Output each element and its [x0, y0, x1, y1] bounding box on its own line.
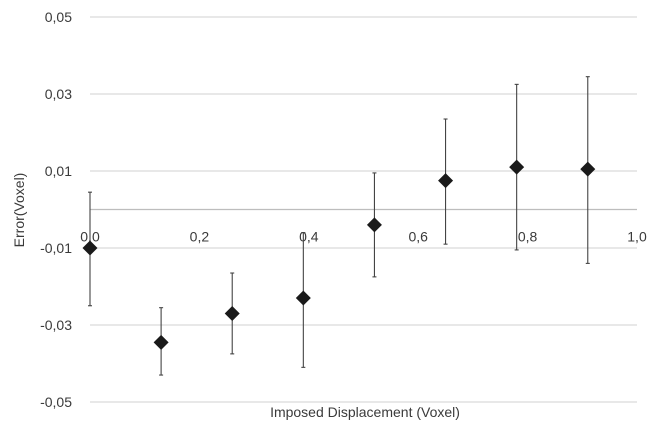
- gridlines: [90, 16, 637, 403]
- data-point-1: [153, 334, 169, 350]
- y-axis-title: Error(Voxel): [11, 173, 27, 248]
- data-point-7: [580, 161, 596, 177]
- data-point-0: [82, 240, 98, 256]
- error-bars: [88, 76, 590, 376]
- x-tick-labels: 0,0 0,2 0,4 0,6 0,8 1,0: [80, 229, 647, 245]
- data-point-3: [295, 290, 311, 306]
- x-tick-label: 1,0: [627, 229, 647, 245]
- y-tick-label: 0,05: [45, 9, 72, 25]
- data-markers: [82, 159, 596, 350]
- data-point-5: [438, 173, 454, 189]
- y-tick-label: -0,01: [40, 240, 72, 256]
- data-point-4: [366, 217, 382, 233]
- y-tick-label: -0,05: [40, 394, 72, 410]
- x-tick-label: 0,8: [518, 229, 538, 245]
- x-tick-label: 0,2: [190, 229, 210, 245]
- x-tick-label: 0,6: [408, 229, 428, 245]
- x-tick-label: 0,4: [299, 229, 319, 245]
- data-point-6: [509, 159, 525, 175]
- y-tick-label: -0,03: [40, 317, 72, 333]
- x-axis-title: Imposed Displacement (Voxel): [270, 404, 460, 420]
- y-tick-label: 0,03: [45, 86, 72, 102]
- data-point-2: [224, 305, 240, 321]
- y-tick-label: 0,01: [45, 163, 72, 179]
- y-tick-labels: 0,05 0,03 0,01 -0,01 -0,03 -0,05: [40, 9, 72, 410]
